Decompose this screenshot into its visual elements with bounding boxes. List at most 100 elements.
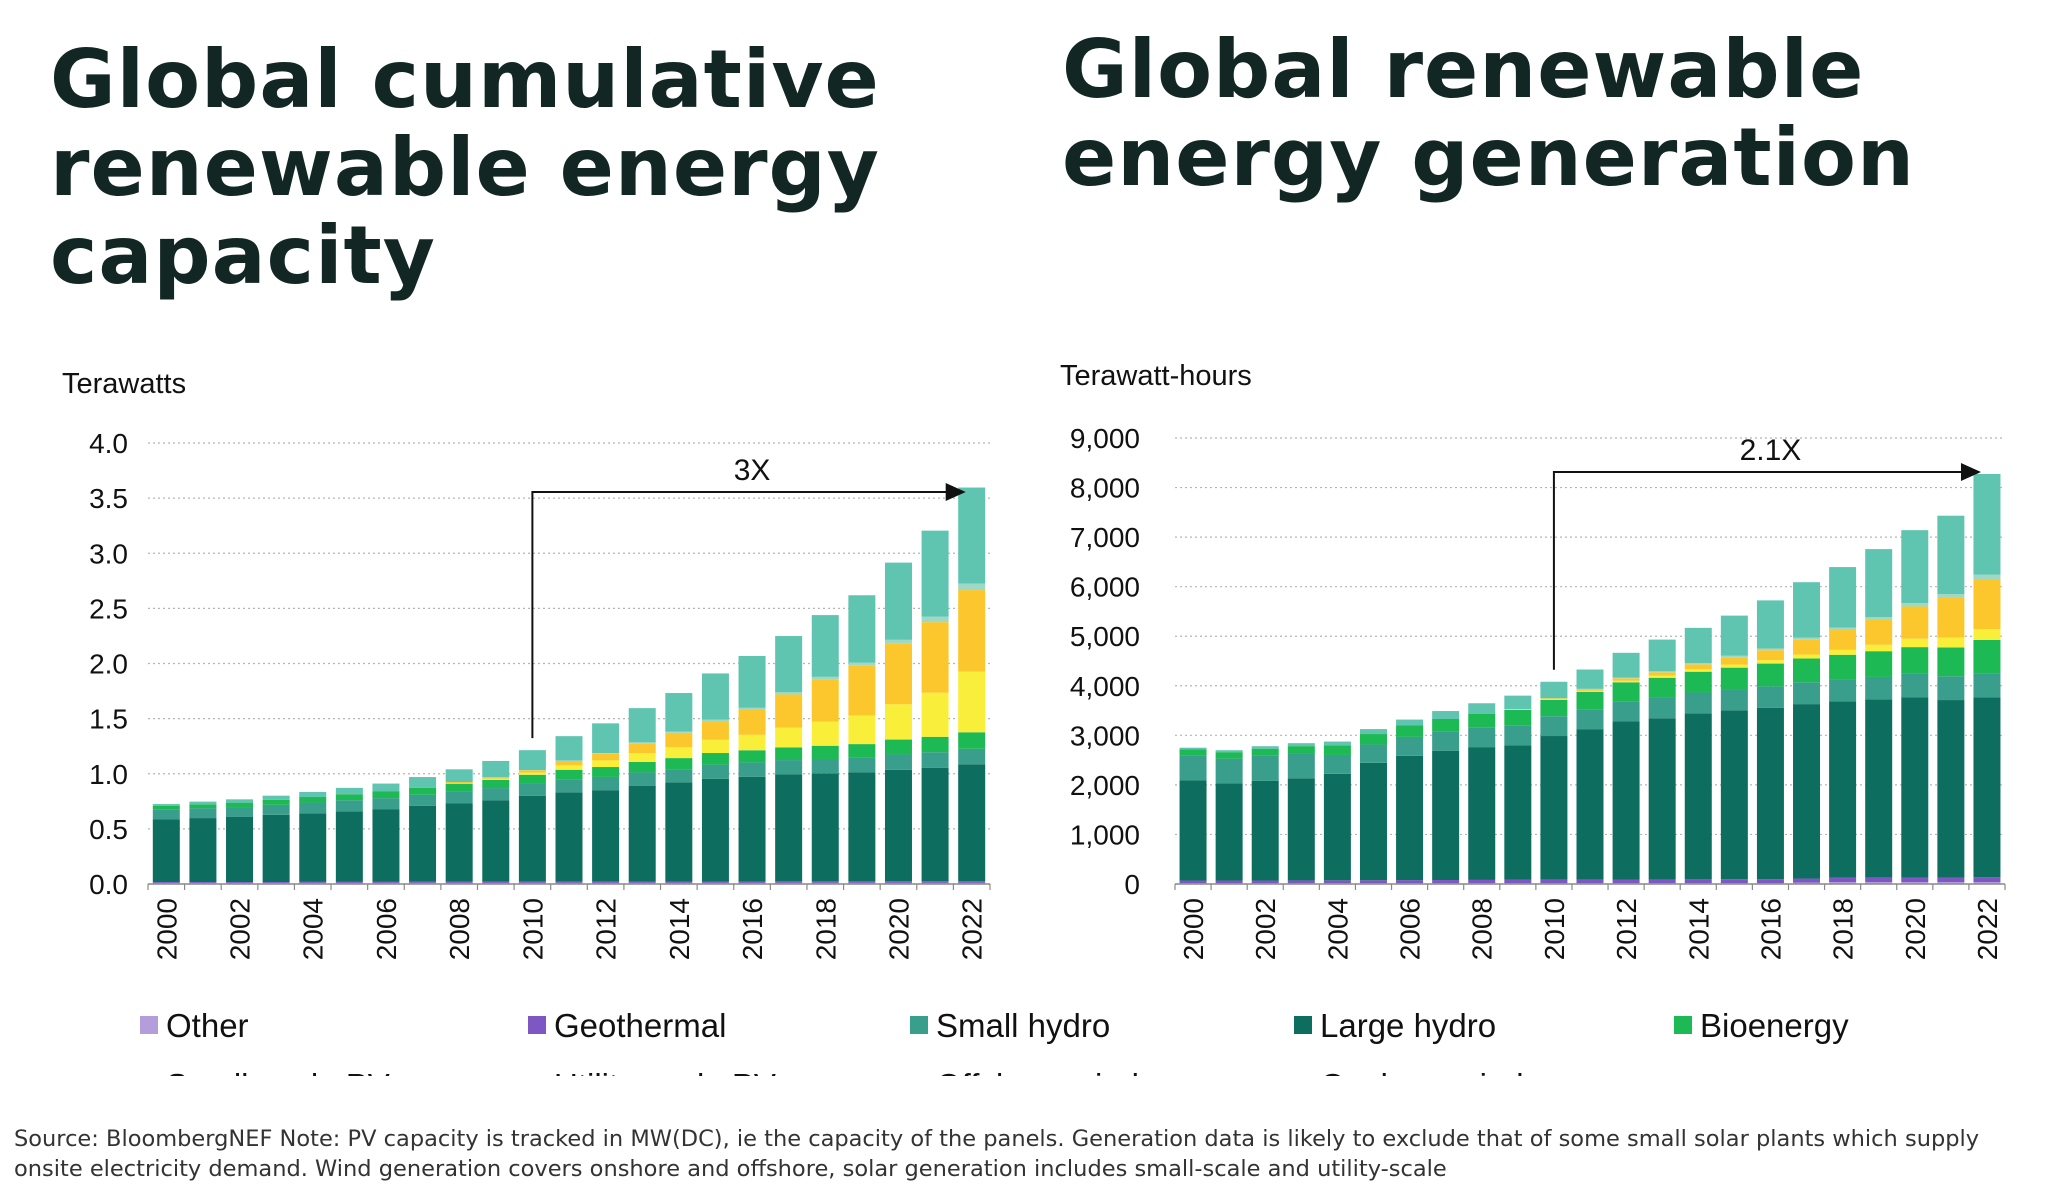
- bar-segment-small-scale-pv: [884, 704, 912, 740]
- bar-segment-geothermal: [1287, 880, 1315, 884]
- bar-segment-geothermal: [1793, 878, 1821, 883]
- x-tick-label-left: 2008: [444, 898, 475, 960]
- y-tick-label-right: 7,000: [1070, 522, 1140, 553]
- x-tick-label-right: 2012: [1611, 898, 1642, 960]
- bar-segment-offshore-wind: [1612, 677, 1640, 679]
- bar-segment-bioenergy: [921, 736, 949, 753]
- bar-segment-small-scale-pv: [1612, 680, 1640, 683]
- bar-segment-utility-scale-pv: [1865, 619, 1893, 645]
- bar-segment-onshore-wind: [1215, 750, 1243, 753]
- bar-segment-small-hydro: [262, 804, 290, 815]
- bar-segment-geothermal: [262, 882, 290, 883]
- bar-segment-bioenergy: [1612, 682, 1640, 702]
- bar-segment-small-scale-pv: [555, 765, 583, 770]
- bar-segment-onshore-wind: [299, 791, 327, 798]
- bar-segment-geothermal: [1323, 880, 1351, 884]
- bar-segment-large-hydro: [848, 772, 876, 882]
- bar-segment-geothermal: [1829, 877, 1857, 883]
- bar-segment-offshore-wind: [1865, 616, 1893, 620]
- y-tick-label-right: 4,000: [1070, 671, 1140, 702]
- bar-segment-bioenergy: [1756, 663, 1784, 687]
- bar-segment-utility-scale-pv: [1684, 664, 1712, 670]
- bar-segment-large-hydro: [628, 785, 656, 882]
- bar-segment-onshore-wind: [555, 736, 583, 761]
- bar-segment-onshore-wind: [226, 799, 254, 803]
- bar-segment-large-hydro: [409, 805, 437, 882]
- bar-segment-large-hydro: [555, 792, 583, 882]
- bar-segment-bioenergy: [1323, 745, 1351, 755]
- bar-segment-small-hydro: [811, 758, 839, 774]
- y-tick-label-left: 1.0: [89, 759, 128, 790]
- bar-segment-offshore-wind: [1937, 594, 1965, 598]
- bar-segment-small-scale-pv: [1756, 660, 1784, 664]
- bar-segment-bioenergy: [1901, 647, 1929, 674]
- bar-segment-large-hydro: [372, 809, 400, 882]
- bar-segment-small-hydro: [1720, 689, 1748, 711]
- bar-segment-large-hydro: [189, 818, 217, 883]
- bar-segment-other: [1937, 882, 1965, 884]
- bar-segment-bioenergy: [1720, 667, 1748, 690]
- bar-segment-bioenergy: [262, 799, 290, 805]
- bar-segment-bioenergy: [1937, 647, 1965, 677]
- y-axis-label-right: Terawatt-hours: [1060, 360, 1252, 392]
- bar-segment-bioenergy: [775, 747, 803, 761]
- bar-segment-small-scale-pv: [1648, 675, 1676, 678]
- bar-segment-large-hydro: [1576, 729, 1604, 880]
- bar-segment-geothermal: [445, 881, 473, 883]
- bar-segment-offshore-wind: [1829, 627, 1857, 631]
- bar-segment-small-hydro: [1829, 679, 1857, 702]
- bar-segment-small-scale-pv: [1793, 654, 1821, 659]
- annotation-label-right: 2.1X: [1740, 434, 1802, 467]
- bar-segment-bioenergy: [518, 774, 546, 784]
- x-tick-label-right: 2004: [1322, 898, 1353, 960]
- legend-label: Offshore wind: [936, 1067, 1139, 1076]
- y-tick-label-right: 0: [1124, 869, 1140, 900]
- bar-segment-small-hydro: [665, 769, 693, 783]
- bar-segment-small-hydro: [335, 800, 363, 812]
- bar-segment-bioenergy: [152, 805, 180, 810]
- bar-segment-bioenergy: [958, 732, 986, 749]
- x-tick-label-right: 2000: [1178, 898, 1209, 960]
- bar-segment-bioenergy: [592, 767, 620, 777]
- bar-segment-small-hydro: [1179, 755, 1207, 781]
- bar-segment-small-hydro: [1396, 736, 1424, 756]
- bar-segment-small-scale-pv: [1937, 637, 1965, 648]
- bar-segment-geothermal: [701, 881, 729, 883]
- bar-segment-small-hydro: [1901, 673, 1929, 698]
- bar-segment-bioenergy: [1396, 725, 1424, 737]
- bar-segment-small-hydro: [1287, 753, 1315, 779]
- bar-segment-other: [1865, 882, 1893, 884]
- bar-segment-onshore-wind: [1684, 627, 1712, 664]
- bar-segment-small-hydro: [628, 772, 656, 786]
- bar-segment-geothermal: [372, 881, 400, 883]
- bar-segment-large-hydro: [1540, 736, 1568, 880]
- bar-segment-small-hydro: [1468, 727, 1496, 748]
- bar-segment-offshore-wind: [958, 583, 986, 591]
- bar-segment-onshore-wind: [848, 595, 876, 663]
- legend-item: Offshore wind: [910, 1066, 1139, 1076]
- bar-segment-bioenergy: [811, 745, 839, 759]
- bar-segment-offshore-wind: [1901, 603, 1929, 607]
- bar-segment-bioenergy: [482, 779, 510, 789]
- bar-segment-small-hydro: [1793, 682, 1821, 705]
- bar-segment-utility-scale-pv: [921, 622, 949, 693]
- bar-segment-small-hydro: [1684, 692, 1712, 714]
- x-tick-label-right: 2022: [1972, 898, 2003, 960]
- bar-segment-bioenergy: [1540, 699, 1568, 717]
- bar-segment-utility-scale-pv: [592, 753, 620, 761]
- bar-segment-utility-scale-pv: [811, 679, 839, 722]
- bar-segment-onshore-wind: [884, 562, 912, 640]
- bar-segment-onshore-wind: [152, 804, 180, 806]
- annotation-arrowhead-left: [945, 483, 966, 501]
- bar-segment-small-hydro: [482, 788, 510, 801]
- y-tick-label-left: 3.0: [89, 538, 128, 569]
- bar-segment-large-hydro: [1612, 721, 1640, 880]
- legend-label: Large hydro: [1320, 1007, 1497, 1044]
- bar-segment-onshore-wind: [1504, 695, 1532, 710]
- y-tick-label-right: 2,000: [1070, 770, 1140, 801]
- bar-segment-bioenergy: [1973, 639, 2001, 674]
- x-tick-label-left: 2002: [225, 898, 256, 960]
- bar-segment-offshore-wind: [1648, 671, 1676, 673]
- bar-segment-large-hydro: [1468, 747, 1496, 880]
- bar-segment-small-hydro: [592, 776, 620, 791]
